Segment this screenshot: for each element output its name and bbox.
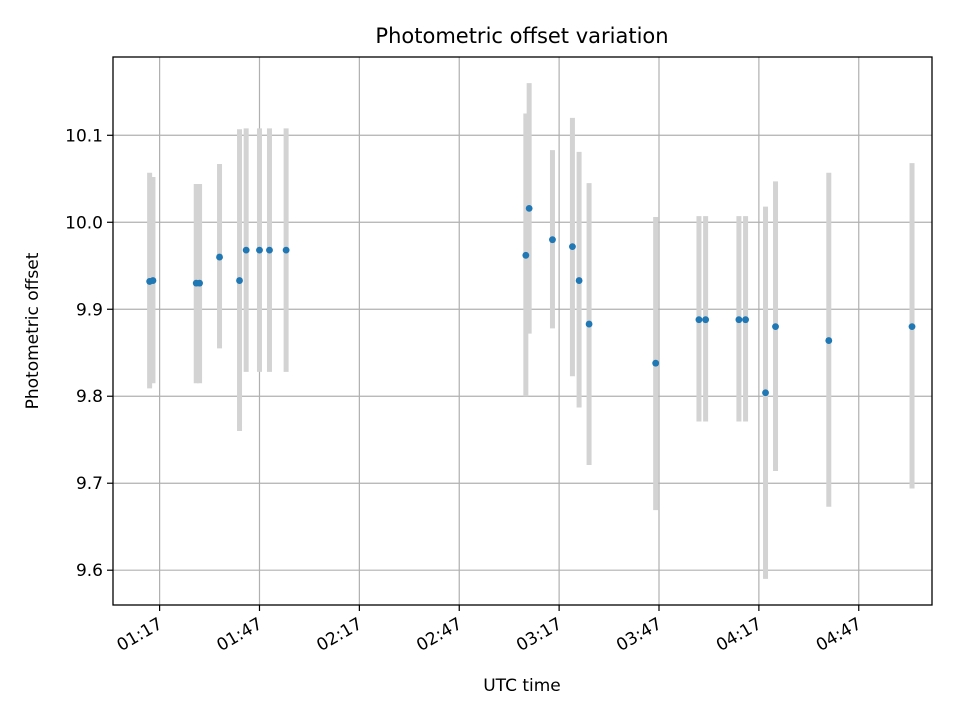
data-point <box>216 253 223 261</box>
y-tick-label: 10.0 <box>65 213 103 233</box>
x-axis-label: UTC time <box>483 676 561 696</box>
y-axis-label: Photometric offset <box>23 252 43 409</box>
y-axis-ticks: 9.6 9.7 9.8 9.9 10.0 10.1 <box>65 126 113 581</box>
data-point <box>762 389 769 397</box>
y-tick-label: 9.8 <box>76 387 103 407</box>
y-tick-label: 10.1 <box>65 126 103 146</box>
data-point <box>695 316 703 324</box>
grid-lines <box>113 57 932 605</box>
data-point <box>742 316 749 324</box>
y-tick-label: 9.6 <box>76 561 103 581</box>
data-point <box>282 246 290 254</box>
data-point <box>549 236 556 244</box>
data-point <box>575 277 583 284</box>
plot-frame <box>112 56 933 606</box>
data-point <box>236 277 243 284</box>
data-point <box>702 316 710 324</box>
y-tick-label: 9.9 <box>76 300 103 320</box>
data-point <box>525 204 533 212</box>
chart-title: Photometric offset variation <box>375 24 668 48</box>
data-point <box>569 243 576 251</box>
data-point <box>242 246 250 254</box>
data-point <box>825 337 833 344</box>
data-point <box>256 246 263 254</box>
y-tick-label: 9.7 <box>76 474 103 494</box>
data-point <box>735 316 743 324</box>
data-point <box>266 246 273 254</box>
data-point <box>908 323 916 331</box>
data-point <box>585 320 593 328</box>
data-point <box>652 359 660 367</box>
data-point <box>196 279 203 287</box>
data-point <box>149 277 157 284</box>
data-point <box>522 251 530 259</box>
data-markers <box>146 204 916 397</box>
data-point <box>772 323 779 331</box>
